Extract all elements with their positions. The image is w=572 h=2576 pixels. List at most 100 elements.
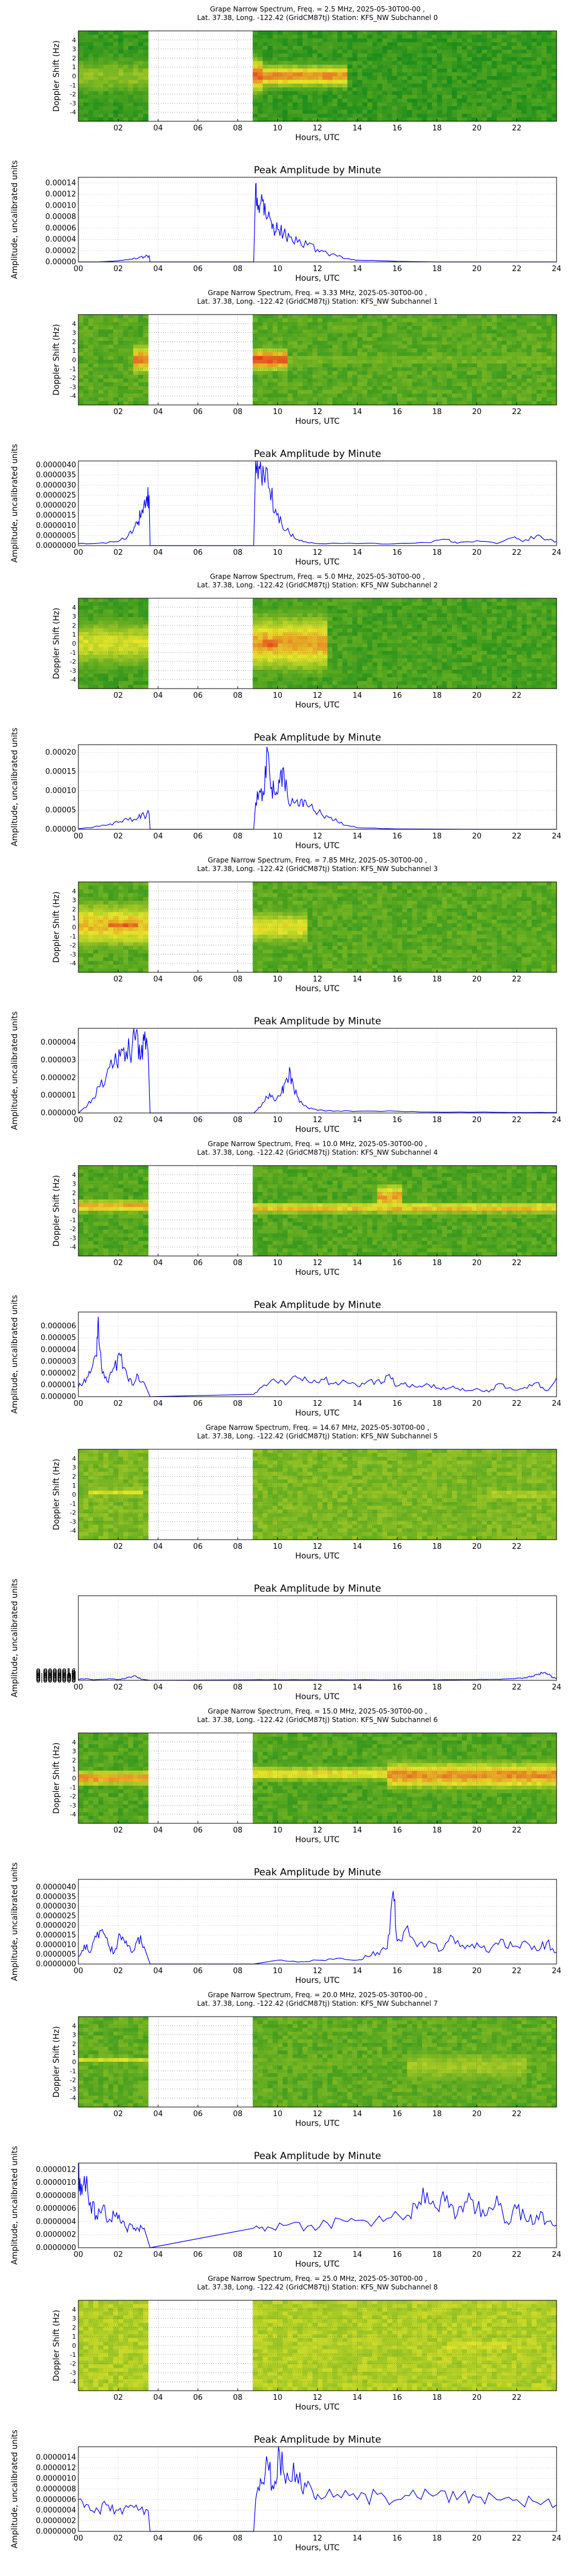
spectrum-cell xyxy=(447,326,452,330)
spectrum-cell xyxy=(417,72,422,76)
spectrum-cell xyxy=(407,114,412,118)
spectrum-cell xyxy=(104,337,109,341)
spectrum-cell xyxy=(412,106,417,110)
spectrum-cell xyxy=(332,80,337,84)
spectrum-cell xyxy=(472,397,477,401)
spectrum-cell xyxy=(263,319,268,323)
spectrum-cell xyxy=(517,352,522,356)
spectrum-cell xyxy=(492,333,497,337)
spectrum-cell xyxy=(551,333,557,337)
spectrum-cell xyxy=(442,356,447,360)
spectrum-cell xyxy=(317,397,323,401)
spectrum-cell xyxy=(258,80,263,84)
spectrum-cell xyxy=(263,35,268,39)
spectrum-cell xyxy=(492,375,497,379)
spectrum-cell xyxy=(542,42,547,46)
spectrum-cell xyxy=(317,341,323,345)
spectrum-cell xyxy=(402,69,407,73)
spectrum-cell xyxy=(407,658,412,662)
spectrum-cell xyxy=(378,647,383,651)
spectrum-cell xyxy=(372,360,378,364)
spectrum-cell xyxy=(337,65,343,69)
spectrum-cell xyxy=(427,31,432,35)
spectrum-cell xyxy=(258,360,263,364)
spectrum-cell xyxy=(308,681,313,685)
spectrum-cell xyxy=(547,356,552,360)
spectrum-cell xyxy=(517,341,522,345)
spectrum-cell xyxy=(517,114,522,118)
spectrum-cell xyxy=(327,76,332,80)
spectrum-cell xyxy=(303,371,308,375)
spectrum-cell xyxy=(537,315,542,319)
spectrum-cell xyxy=(492,356,497,360)
spectrum-cell xyxy=(143,352,148,356)
spectrum-cell xyxy=(308,91,313,95)
spectrum-cell xyxy=(332,629,337,633)
spectrum-cell xyxy=(303,602,308,606)
spectrum-cell xyxy=(442,35,447,39)
spectrum-cell xyxy=(283,360,288,364)
spectrum-cell xyxy=(308,315,313,319)
spectrum-cell xyxy=(118,364,124,368)
spectrum-cell xyxy=(412,390,417,394)
spectrum-cell xyxy=(337,80,343,84)
spectrum-cell xyxy=(442,329,447,333)
spectrum-cell xyxy=(372,46,378,50)
spectrum-cell xyxy=(303,326,308,330)
spectrum-cell xyxy=(118,610,124,614)
spectrum-cell xyxy=(427,76,432,80)
spectrum-cell xyxy=(462,84,467,88)
spectrum-cell xyxy=(492,84,497,88)
spectrum-cell xyxy=(303,643,308,647)
spectrum-cell xyxy=(312,88,317,92)
spectrum-cell xyxy=(93,69,98,73)
amplitude-y-tick-label: 0.0000015 xyxy=(36,511,76,520)
spectrum-cell xyxy=(138,114,144,118)
spectrum-cell xyxy=(531,72,537,76)
spectrum-cell xyxy=(133,114,138,118)
spectrum-cell xyxy=(432,367,437,371)
spectrum-cell xyxy=(93,670,98,674)
spectrum-cell xyxy=(327,632,332,636)
spectrum-cell xyxy=(402,397,407,401)
spectrum-cell xyxy=(531,390,537,394)
spectrum-cell xyxy=(362,375,367,379)
spectrum-y-tick-label: 3 xyxy=(72,329,76,337)
spectrum-cell xyxy=(387,99,392,103)
spectrum-cell xyxy=(507,114,512,118)
spectrum-cell xyxy=(492,65,497,69)
spectrum-cell xyxy=(273,681,278,685)
spectrum-cell xyxy=(143,88,148,92)
spectrum-cell xyxy=(323,610,328,614)
spectrum-cell xyxy=(133,326,138,330)
spectrum-cell xyxy=(303,674,308,678)
spectrum-cell xyxy=(343,371,348,375)
spectrum-cell xyxy=(382,651,387,655)
spectrum-cell xyxy=(263,632,268,636)
spectrum-cell xyxy=(437,360,442,364)
spectrum-cell xyxy=(253,352,258,356)
spectrum-cell xyxy=(477,35,482,39)
spectrum-cell xyxy=(522,379,527,383)
spectrum-cell xyxy=(382,38,387,42)
spectrum-cell xyxy=(84,383,89,387)
spectrum-cell xyxy=(492,61,497,65)
spectrum-cell xyxy=(512,341,517,345)
spectrum-cell xyxy=(108,31,113,35)
spectrum-cell xyxy=(84,319,89,323)
spectrum-cell xyxy=(138,639,144,643)
spectrum-cell xyxy=(288,326,293,330)
spectrum-cell xyxy=(292,598,297,602)
spectrum-cell xyxy=(487,345,492,349)
spectrum-cell xyxy=(452,341,457,345)
spectrum-cell xyxy=(392,397,398,401)
spectrum-cell xyxy=(283,367,288,371)
spectrum-cell xyxy=(392,655,398,659)
spectrum-cell xyxy=(452,114,457,118)
spectrum-cell xyxy=(512,102,517,106)
spectrum-cell xyxy=(457,333,462,337)
spectrum-cell xyxy=(542,393,547,397)
spectrum-cell xyxy=(332,371,337,375)
spectrum-cell xyxy=(277,46,283,50)
